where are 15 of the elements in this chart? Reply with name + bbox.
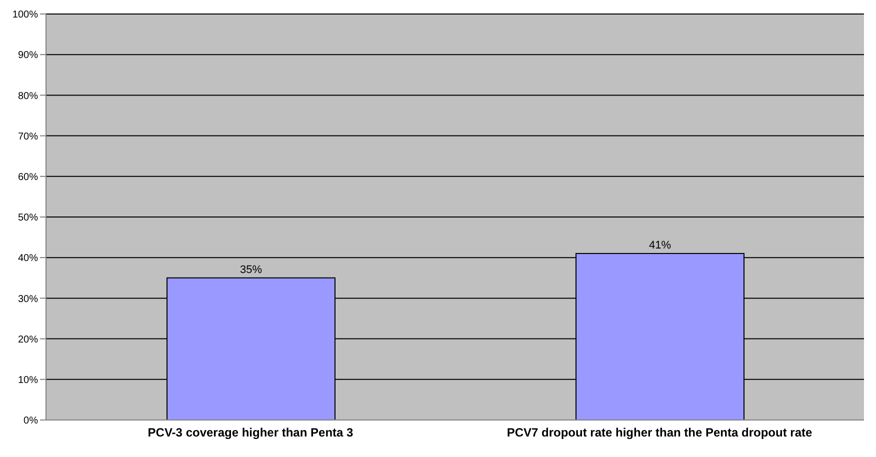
y-tick-label: 100% xyxy=(12,10,38,21)
y-tick-label: 40% xyxy=(18,253,38,264)
x-tick-label: PCV-3 coverage higher than Penta 3 xyxy=(148,426,354,440)
y-tick-label: 10% xyxy=(18,374,38,386)
y-tick-label: 50% xyxy=(18,212,38,224)
data-label: 41% xyxy=(648,240,672,252)
data-label: 35% xyxy=(240,264,262,276)
y-tick-label: 90% xyxy=(18,50,38,62)
y-tick-label: 70% xyxy=(18,131,38,142)
y-tick-label: 20% xyxy=(18,334,38,346)
y-tick-label: 30% xyxy=(18,294,38,305)
y-tick-label: 80% xyxy=(18,90,38,102)
y-tick-label: 0% xyxy=(24,416,38,427)
x-tick-label: PCV7 dropout rate higher than the Penta dropout rate xyxy=(506,426,812,440)
y-tick-label: 60% xyxy=(18,172,38,183)
